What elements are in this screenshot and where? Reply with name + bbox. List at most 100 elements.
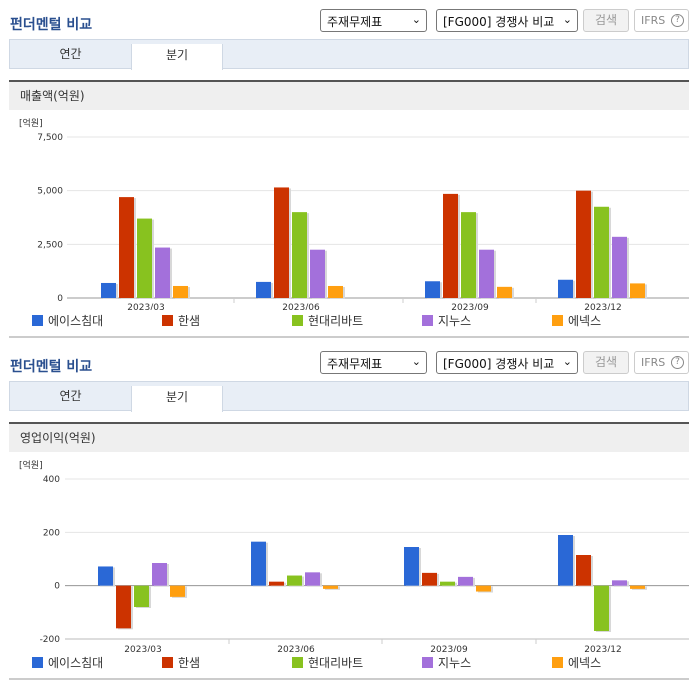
search-button[interactable]: 검색 — [583, 351, 629, 374]
tab-annual[interactable]: 연간 — [59, 47, 82, 61]
bar-zinus-2023-03[interactable] — [155, 247, 170, 298]
bar-enex-2023-12[interactable] — [630, 585, 645, 589]
legend-swatch — [292, 315, 303, 326]
bar-enex-2023-09[interactable] — [497, 286, 512, 298]
legend-label: 한샘 — [178, 656, 201, 670]
bar-hanssem-2023-12[interactable] — [576, 555, 591, 586]
legend-swatch — [422, 315, 433, 326]
bar-ace-bed-2023-09[interactable] — [425, 281, 440, 298]
legend-swatch — [422, 657, 433, 668]
legend-item-hyundai-livart[interactable]: 현대리바트 — [292, 656, 363, 672]
statement-type-select[interactable]: 주재무제표 ⌄ — [320, 9, 427, 32]
y-tick-label: 0 — [57, 294, 63, 304]
tab-annual[interactable]: 연간 — [59, 389, 82, 403]
chevron-down-icon: ⌄ — [411, 13, 421, 26]
legend-swatch — [552, 315, 563, 326]
y-tick-label: 200 — [43, 528, 60, 538]
bar-ace-bed-2023-12[interactable] — [558, 535, 573, 586]
bar-zinus-2023-06[interactable] — [305, 572, 320, 586]
bar-zinus-2023-06[interactable] — [310, 249, 325, 298]
bar-ace-bed-2023-09[interactable] — [404, 547, 419, 586]
tab-quarterly[interactable]: 분기 — [131, 44, 223, 70]
divider — [9, 678, 689, 680]
chart-title: 영업이익(억원) — [9, 422, 689, 452]
bar-zinus-2023-09[interactable] — [479, 249, 494, 298]
section-title: 펀더멘털 비교 — [10, 17, 93, 33]
peer-group-value: [FG000] 경쟁사 비교 — [443, 357, 555, 371]
bar-hyundai-livart-2023-06[interactable] — [292, 212, 307, 298]
y-tick-label: 2,500 — [37, 240, 63, 250]
bar-hyundai-livart-2023-09[interactable] — [440, 581, 455, 586]
legend-label: 한샘 — [178, 314, 201, 328]
legend-item-hanssem[interactable]: 한샘 — [162, 656, 200, 672]
bar-hanssem-2023-03[interactable] — [119, 197, 134, 298]
legend-swatch — [162, 657, 173, 668]
legend-swatch — [32, 315, 43, 326]
bar-enex-2023-06[interactable] — [323, 585, 338, 589]
legend-item-hyundai-livart[interactable]: 현대리바트 — [292, 314, 363, 330]
bar-hanssem-2023-12[interactable] — [576, 190, 591, 298]
legend-label: 현대리바트 — [308, 656, 364, 670]
bar-ace-bed-2023-03[interactable] — [101, 282, 116, 298]
x-tick-label: 2023/06 — [277, 645, 315, 652]
legend-item-enex[interactable]: 에넥스 — [552, 656, 601, 672]
peer-group-value: [FG000] 경쟁사 비교 — [443, 15, 555, 29]
bar-hanssem-2023-06[interactable] — [269, 581, 284, 586]
bar-hanssem-2023-09[interactable] — [443, 193, 458, 298]
divider — [9, 336, 689, 338]
bar-zinus-2023-12[interactable] — [612, 580, 627, 586]
bar-enex-2023-12[interactable] — [630, 283, 645, 298]
bar-ace-bed-2023-03[interactable] — [98, 566, 113, 586]
chart-title: 매출액(억원) — [9, 80, 689, 110]
bar-hyundai-livart-2023-09[interactable] — [461, 212, 476, 298]
bar-ace-bed-2023-06[interactable] — [256, 281, 271, 298]
chevron-down-icon: ⌄ — [562, 13, 572, 26]
bar-ace-bed-2023-12[interactable] — [558, 279, 573, 298]
tab-quarterly[interactable]: 분기 — [131, 386, 223, 412]
operating-profit-chart: [억원] -200 0 200 400 2023/03 2023/06 2023/09 2023… — [19, 459, 689, 652]
legend-item-hanssem[interactable]: 한샘 — [162, 314, 200, 330]
help-icon[interactable]: ? — [671, 356, 684, 369]
legend-item-zinus[interactable]: 지누스 — [422, 656, 471, 672]
ifrs-button[interactable]: IFRS ? — [634, 9, 689, 32]
bar-hanssem-2023-03[interactable] — [116, 585, 131, 629]
bar-hyundai-livart-2023-12[interactable] — [594, 585, 609, 631]
bar-hyundai-livart-2023-06[interactable] — [287, 575, 302, 586]
revenue-chart: [억원] 0 2,500 5,000 7,500 2023/03 2023/06 2023/0… — [19, 117, 689, 310]
bar-hyundai-livart-2023-03[interactable] — [137, 218, 152, 298]
bar-enex-2023-03[interactable] — [173, 285, 188, 298]
legend-item-enex[interactable]: 에넥스 — [552, 314, 601, 330]
x-tick-label: 2023/09 — [451, 303, 489, 310]
fundamental-compare-revenue-section: 펀더멘털 비교 주재무제표 ⌄ [FG000] 경쟁사 비교 ⌄ 검색 IFRS… — [9, 9, 689, 338]
bar-hyundai-livart-2023-03[interactable] — [134, 585, 149, 607]
peer-group-select[interactable]: [FG000] 경쟁사 비교 ⌄ — [436, 9, 578, 32]
bar-enex-2023-03[interactable] — [170, 585, 185, 597]
legend-label: 지누스 — [438, 314, 472, 328]
ifrs-button[interactable]: IFRS ? — [634, 351, 689, 374]
bar-enex-2023-06[interactable] — [328, 285, 343, 298]
legend-item-ace-bed[interactable]: 에이스침대 — [32, 656, 103, 672]
bar-zinus-2023-12[interactable] — [612, 236, 627, 298]
ifrs-label: IFRS — [641, 356, 666, 369]
help-icon[interactable]: ? — [671, 14, 684, 27]
bar-zinus-2023-09[interactable] — [458, 576, 473, 586]
chevron-down-icon: ⌄ — [562, 355, 572, 368]
bar-hyundai-livart-2023-12[interactable] — [594, 206, 609, 298]
statement-type-select[interactable]: 주재무제표 ⌄ — [320, 351, 427, 374]
search-button[interactable]: 검색 — [583, 9, 629, 32]
statement-type-value: 주재무제표 — [327, 15, 383, 29]
chart-legend: 에이스침대 한샘 현대리바트 지누스 에넥스 — [32, 656, 672, 672]
bar-hanssem-2023-09[interactable] — [422, 572, 437, 586]
bar-ace-bed-2023-06[interactable] — [251, 541, 266, 586]
bar-hanssem-2023-06[interactable] — [274, 187, 289, 298]
section-title: 펀더멘털 비교 — [10, 359, 93, 375]
fundamental-compare-operating-profit-section: 펀더멘털 비교 주재무제표 ⌄ [FG000] 경쟁사 비교 ⌄ 검색 IFRS… — [0, 342, 696, 684]
peer-group-select[interactable]: [FG000] 경쟁사 비교 ⌄ — [436, 351, 578, 374]
legend-item-ace-bed[interactable]: 에이스침대 — [32, 314, 103, 330]
x-tick-label: 2023/06 — [282, 303, 320, 310]
bar-zinus-2023-03[interactable] — [152, 563, 167, 586]
legend-item-zinus[interactable]: 지누스 — [422, 314, 471, 330]
legend-label: 에이스침대 — [48, 656, 104, 670]
x-tick-label: 2023/03 — [127, 303, 164, 310]
bar-enex-2023-09[interactable] — [476, 585, 491, 592]
